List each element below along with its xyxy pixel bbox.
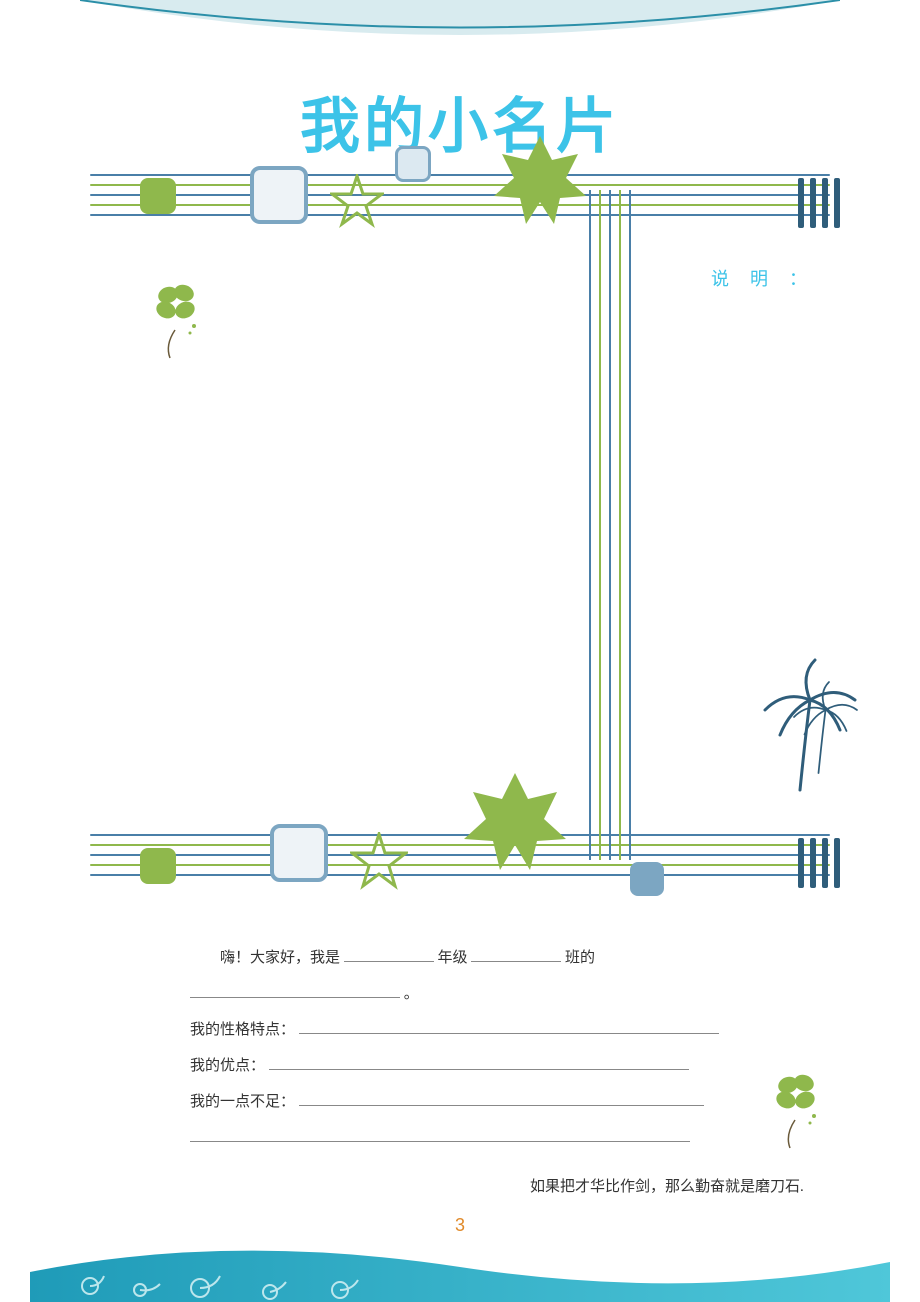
personality-line: 我的性格特点：: [190, 1012, 750, 1048]
weakness-line: 我的一点不足：: [190, 1084, 750, 1120]
period: 。: [404, 986, 419, 1002]
intro-line: 嗨！大家好，我是 年级 班的: [190, 940, 750, 976]
blank-personality[interactable]: [299, 1016, 719, 1034]
palm-tree-icon: [745, 650, 865, 800]
deco-square-small: [140, 848, 176, 884]
blank-extra[interactable]: [190, 1124, 690, 1142]
blank-name[interactable]: [190, 980, 400, 998]
star-5pt-icon: [330, 174, 384, 228]
deco-square-small: [140, 178, 176, 214]
extra-line: [190, 1120, 750, 1156]
deco-square-mid: [395, 146, 431, 182]
frame-top-lines: [90, 170, 830, 220]
deco-square-mid: [630, 862, 664, 896]
blank-class[interactable]: [471, 944, 561, 962]
form-area: 嗨！大家好，我是 年级 班的 。 我的性格特点： 我的优点： 我的一点不足：: [190, 940, 750, 1156]
clover-icon: [140, 270, 210, 360]
blank-grade[interactable]: [344, 944, 434, 962]
note-label: 说 明 ：: [711, 265, 815, 291]
frame-vertical-lines: [585, 190, 635, 860]
star-7pt-icon: [460, 768, 570, 878]
page-number: 3: [0, 1215, 920, 1236]
footer-wave: [30, 1242, 890, 1302]
frame-top-bars: [798, 178, 840, 228]
weakness-label: 我的一点不足：: [190, 1094, 295, 1110]
deco-square-big: [250, 166, 308, 224]
name-line: 。: [190, 976, 750, 1012]
strength-label: 我的优点：: [190, 1058, 265, 1074]
strength-line: 我的优点：: [190, 1048, 750, 1084]
personality-label: 我的性格特点：: [190, 1022, 295, 1038]
header-swoosh: [80, 0, 840, 60]
blank-strength[interactable]: [269, 1052, 689, 1070]
clover-icon: [760, 1060, 830, 1150]
frame-bottom-bars: [798, 838, 840, 888]
intro-suffix: 班的: [565, 950, 595, 966]
blank-weakness[interactable]: [299, 1088, 704, 1106]
star-7pt-icon: [490, 132, 590, 232]
star-5pt-icon: [350, 832, 408, 890]
intro-prefix: 嗨！大家好，我是: [220, 950, 340, 966]
footer-quote: 如果把才华比作剑，那么勤奋就是磨刀石.: [530, 1175, 804, 1196]
page-title: 我的小名片: [0, 78, 920, 165]
deco-square-big: [270, 824, 328, 882]
intro-mid: 年级: [438, 950, 468, 966]
